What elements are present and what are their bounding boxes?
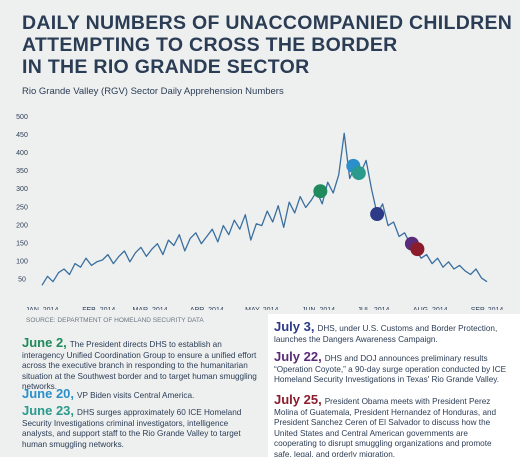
x-tick-label: MAR, 2014 (133, 307, 168, 310)
x-tick-label: SEP, 2014 (471, 307, 504, 310)
x-tick-label: APR, 2014 (190, 307, 224, 310)
event-marker (351, 166, 366, 181)
y-tick-label: 150 (16, 241, 28, 248)
title-line: IN THE RIO GRANDE SECTOR (22, 56, 310, 78)
event-marker (313, 184, 328, 199)
x-tick-label: FEB, 2014 (82, 307, 115, 310)
y-tick-label: 450 (16, 132, 28, 139)
x-tick-label: JUL, 2014 (357, 307, 389, 310)
y-tick-label: 200 (16, 222, 28, 229)
y-tick-label: 350 (16, 168, 28, 175)
annotation-date: June 23, (22, 403, 75, 418)
annotation: July 22, DHS and DOJ announces preliminar… (274, 349, 510, 386)
annotation-text: DHS, under U.S. Customs and Border Prote… (274, 324, 498, 344)
event-marker (370, 207, 385, 222)
right-panel (268, 314, 520, 457)
annotation: June 2, The President directs DHS to esta… (22, 335, 262, 393)
x-tick-label: AUG, 2014 (413, 307, 448, 310)
y-tick-label: 500 (16, 114, 28, 121)
annotation-text: President Obama meets with President Per… (274, 397, 497, 457)
y-tick-label: 50 (18, 277, 26, 284)
annotation: July 3, DHS, under U.S. Customs and Borde… (274, 319, 510, 345)
annotation: July 25, President Obama meets with Presi… (274, 392, 510, 457)
annotation-date: June 20, (22, 386, 75, 401)
annotation-text: VP Biden visits Central America. (77, 391, 195, 400)
annotation-date: June 2, (22, 335, 67, 350)
title-line: DAILY NUMBERS OF UNACCOMPANIED CHILDREN (22, 12, 513, 34)
data-line (41, 132, 488, 286)
chart: 50 100 150 200 250 300 350 400 450 500 JAN, 2014 FE… (16, 114, 504, 310)
annotation-text: The President directs DHS to establish a… (22, 340, 257, 391)
annotation-date: July 25, (274, 392, 322, 407)
title-line: ATTEMPTING TO CROSS THE BORDER (22, 34, 398, 56)
subtitle: Rio Grande Valley (RGV) Sector Daily App… (22, 86, 284, 97)
x-tick-label: JAN, 2014 (26, 307, 59, 310)
annotation: June 23, DHS surges approximately 60 ICE … (22, 403, 262, 450)
annotation-date: July 22, (274, 349, 322, 364)
annotation-text: DHS surges approximately 60 ICE Homeland… (22, 408, 242, 449)
annotation-date: July 3, (274, 319, 315, 334)
event-marker (410, 242, 425, 257)
y-tick-label: 400 (16, 150, 28, 157)
x-tick-label: MAY, 2014 (245, 307, 278, 310)
y-tick-label: 100 (16, 259, 28, 266)
y-tick-label: 300 (16, 186, 28, 193)
x-tick-label: JUN, 2014 (302, 307, 335, 310)
source: SOURCE: DEPARTMENT OF HOMELAND SECURITY … (26, 317, 204, 324)
y-tick-label: 250 (16, 204, 28, 211)
annotation: June 20, VP Biden visits Central America. (22, 386, 262, 402)
annotation-text: DHS and DOJ announces preliminary result… (274, 354, 507, 384)
